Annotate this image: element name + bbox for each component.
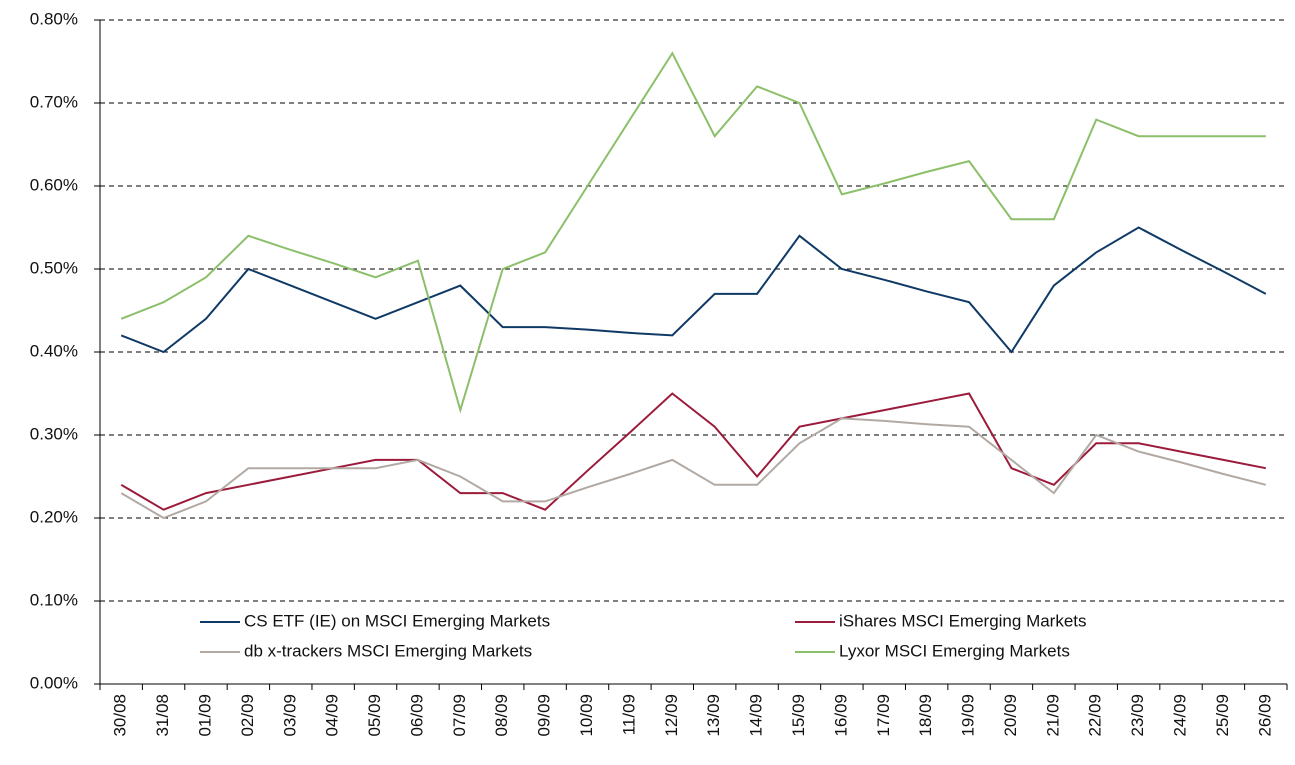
- x-tick-label: 16/09: [831, 694, 850, 737]
- x-tick-label: 15/09: [789, 694, 808, 737]
- x-tick-label: 08/09: [492, 694, 511, 737]
- x-tick-label: 14/09: [747, 694, 766, 737]
- x-tick-label: 19/09: [959, 694, 978, 737]
- x-tick-label: 26/09: [1255, 694, 1274, 737]
- x-tick-label: 18/09: [916, 694, 935, 737]
- series-line: [120, 226, 1267, 354]
- y-tick-label: 0.40%: [30, 341, 78, 360]
- y-tick-label: 0.10%: [30, 590, 78, 609]
- x-tick-label: 05/09: [365, 694, 384, 737]
- legend-label: CS ETF (IE) on MSCI Emerging Markets: [244, 611, 550, 630]
- y-tick-label: 0.70%: [30, 92, 78, 111]
- legend-label: db x-trackers MSCI Emerging Markets: [244, 641, 532, 660]
- y-tick-label: 0.50%: [30, 258, 78, 277]
- series-line: [120, 51, 1266, 414]
- x-tick-label: 31/08: [153, 694, 172, 737]
- x-tick-label: 10/09: [577, 694, 596, 737]
- x-tick-label: 25/09: [1213, 694, 1232, 737]
- y-tick-label: 0.60%: [30, 175, 78, 194]
- x-tick-label: 11/09: [619, 694, 638, 735]
- x-tick-label: 13/09: [704, 694, 723, 737]
- y-tick-label: 0.30%: [30, 424, 78, 443]
- y-tick-label: 0.00%: [30, 673, 78, 692]
- x-tick-label: 07/09: [450, 694, 469, 737]
- x-tick-label: 12/09: [662, 694, 681, 737]
- legend-label: Lyxor MSCI Emerging Markets: [839, 641, 1070, 660]
- series-line: [120, 417, 1267, 520]
- y-tick-label: 0.80%: [30, 9, 78, 28]
- legend-label: iShares MSCI Emerging Markets: [839, 611, 1087, 630]
- x-tick-label: 02/09: [238, 694, 257, 737]
- x-tick-label: 22/09: [1086, 694, 1105, 737]
- x-tick-label: 20/09: [1001, 694, 1020, 737]
- x-tick-label: 04/09: [323, 694, 342, 737]
- x-tick-label: 23/09: [1128, 694, 1147, 737]
- x-tick-label: 24/09: [1171, 694, 1190, 737]
- series-line: [120, 392, 1266, 511]
- x-tick-label: 30/08: [111, 694, 130, 737]
- x-tick-label: 06/09: [407, 694, 426, 737]
- x-tick-label: 03/09: [280, 694, 299, 737]
- x-tick-label: 01/09: [195, 694, 214, 737]
- x-tick-label: 09/09: [535, 694, 554, 737]
- x-tick-label: 21/09: [1043, 694, 1062, 737]
- y-tick-label: 0.20%: [30, 507, 78, 526]
- x-tick-label: 17/09: [874, 694, 893, 737]
